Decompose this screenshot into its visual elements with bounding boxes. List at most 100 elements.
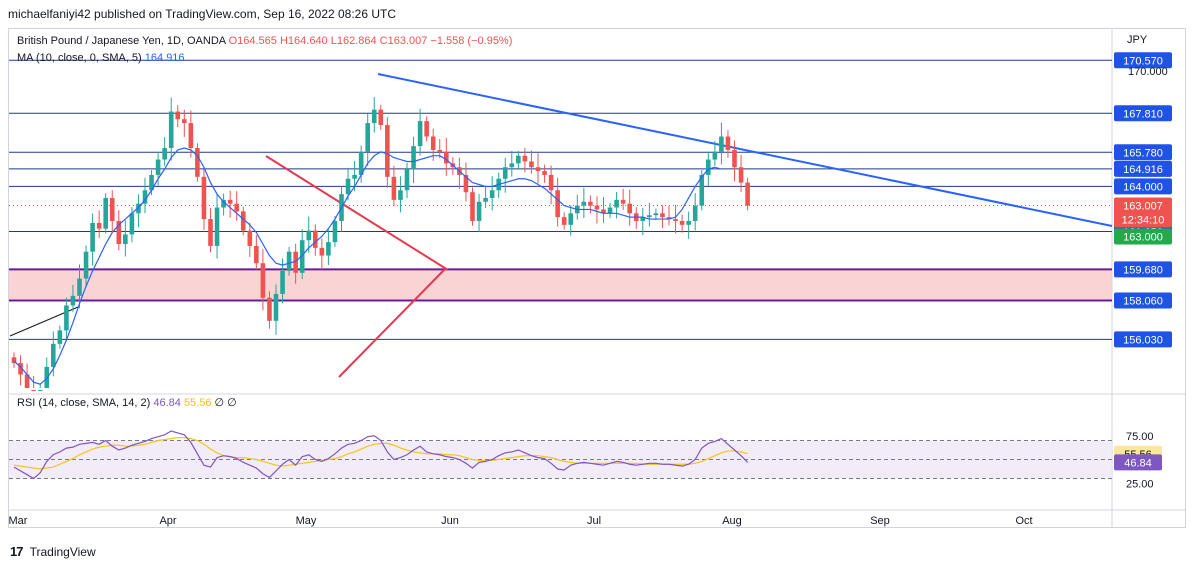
level-tag-165.780 bbox=[1114, 144, 1172, 161]
candle-body bbox=[280, 270, 285, 294]
rsi-band bbox=[9, 440, 1112, 479]
candle-body bbox=[313, 230, 318, 248]
currency-label: JPY bbox=[1127, 34, 1148, 46]
candle-body bbox=[70, 295, 76, 306]
candle-body bbox=[371, 109, 377, 124]
candle-body bbox=[365, 123, 370, 152]
candle-body bbox=[548, 174, 554, 191]
candle-body bbox=[444, 151, 449, 164]
triangle-lower-line bbox=[338, 267, 447, 378]
rsi-ma-value: 55.56 bbox=[183, 397, 212, 409]
candle-body bbox=[476, 201, 482, 221]
candle-body bbox=[31, 389, 36, 391]
level-tag-text-164.916: 164.916 bbox=[1123, 164, 1163, 176]
candle-body bbox=[391, 176, 397, 200]
candle-body bbox=[260, 263, 266, 298]
candle-body bbox=[37, 389, 43, 391]
candle-body bbox=[227, 199, 233, 204]
tradingview-logo-icon: 17 bbox=[10, 544, 24, 559]
candle-body bbox=[706, 159, 711, 175]
candle-body bbox=[267, 297, 272, 321]
candle-body bbox=[594, 205, 600, 210]
candle-body bbox=[686, 220, 691, 225]
candle-body bbox=[273, 293, 279, 321]
candle-body bbox=[470, 192, 475, 221]
candle-body bbox=[240, 211, 246, 231]
candle-body bbox=[666, 217, 672, 220]
candle-body bbox=[601, 209, 606, 214]
candle-body bbox=[568, 213, 574, 225]
candle-body bbox=[699, 174, 705, 206]
candle-body bbox=[509, 163, 515, 168]
ma-legend: MA (10, close, 0, SMA, 5) 164.916 bbox=[17, 52, 185, 64]
time-label-jul: Jul bbox=[587, 515, 601, 527]
candle-body bbox=[319, 247, 325, 256]
level-tag-text-167.810: 167.810 bbox=[1123, 108, 1163, 120]
trendlines bbox=[9, 73, 1113, 378]
ma-label: MA (10, close, 0, SMA, 5) bbox=[17, 52, 142, 64]
candle-body bbox=[437, 149, 443, 152]
candle-body bbox=[555, 190, 560, 218]
candle-body bbox=[103, 197, 108, 229]
time-label-mar: Mar bbox=[9, 515, 28, 527]
publisher-caption: michaelfaniyi42 published on TradingView… bbox=[8, 7, 397, 21]
candle-body bbox=[522, 155, 528, 162]
candle-body bbox=[109, 197, 115, 221]
rsi-legend: RSI (14, close, SMA, 14, 2) 46.84 55.56 … bbox=[17, 396, 237, 409]
support-zone-fill bbox=[9, 269, 1112, 301]
candle-body bbox=[732, 149, 737, 168]
price-axis: 170.570167.810165.780164.916164.000161.6… bbox=[1114, 52, 1172, 348]
candle-body bbox=[201, 176, 207, 220]
level-tag-text-156.030: 156.030 bbox=[1123, 334, 1163, 346]
candle-body bbox=[725, 136, 731, 150]
ohlc-values: O164.565 H164.640 L162.864 C163.007 −1.5… bbox=[228, 35, 513, 47]
candle-body bbox=[516, 155, 521, 164]
candle-body bbox=[489, 190, 495, 198]
time-axis: Mar Apr May Jun Jul Aug Sep Oct bbox=[9, 515, 1033, 527]
triangle-upper-line bbox=[265, 155, 449, 271]
candle-body bbox=[417, 121, 423, 147]
candle-body bbox=[385, 124, 390, 177]
candle-body bbox=[640, 217, 646, 221]
candle-body bbox=[18, 363, 23, 375]
chart-frame bbox=[8, 28, 1186, 528]
candle-body bbox=[208, 219, 213, 246]
candle-body bbox=[162, 148, 167, 160]
candle-body bbox=[129, 213, 135, 235]
candle-body bbox=[627, 203, 632, 214]
candle-body bbox=[234, 203, 239, 212]
candle-body bbox=[424, 121, 429, 137]
candle-body bbox=[745, 182, 750, 206]
candle-body bbox=[529, 161, 534, 168]
candle-body bbox=[535, 167, 541, 172]
candle-body bbox=[247, 230, 253, 246]
candle-body bbox=[195, 148, 200, 177]
level-tag-164.916 bbox=[1114, 160, 1172, 177]
candle-body bbox=[11, 357, 17, 364]
candle-body bbox=[136, 203, 141, 214]
candle-body bbox=[588, 201, 593, 206]
candle-body bbox=[57, 330, 63, 344]
candle-body bbox=[738, 167, 744, 183]
candle-body bbox=[345, 178, 351, 195]
candle-body bbox=[286, 251, 292, 271]
candle-body bbox=[64, 305, 69, 331]
candle-body bbox=[142, 190, 148, 204]
candle-body bbox=[358, 151, 364, 175]
candle-body bbox=[214, 207, 220, 246]
moving-average bbox=[13, 147, 722, 385]
candle-body bbox=[326, 242, 331, 256]
candle-body bbox=[188, 123, 194, 149]
rsi-label: RSI (14, close, SMA, 14, 2) bbox=[17, 397, 151, 409]
candle-body bbox=[96, 222, 102, 229]
rsi-extra: ∅ ∅ bbox=[214, 397, 237, 409]
last-price-value: 163.007 bbox=[1123, 200, 1163, 212]
candle-body bbox=[77, 278, 82, 296]
candle-body bbox=[404, 169, 410, 191]
candle-body bbox=[182, 119, 187, 124]
candle-body bbox=[398, 190, 403, 200]
candle-body bbox=[123, 234, 128, 245]
candle-body bbox=[430, 136, 436, 150]
